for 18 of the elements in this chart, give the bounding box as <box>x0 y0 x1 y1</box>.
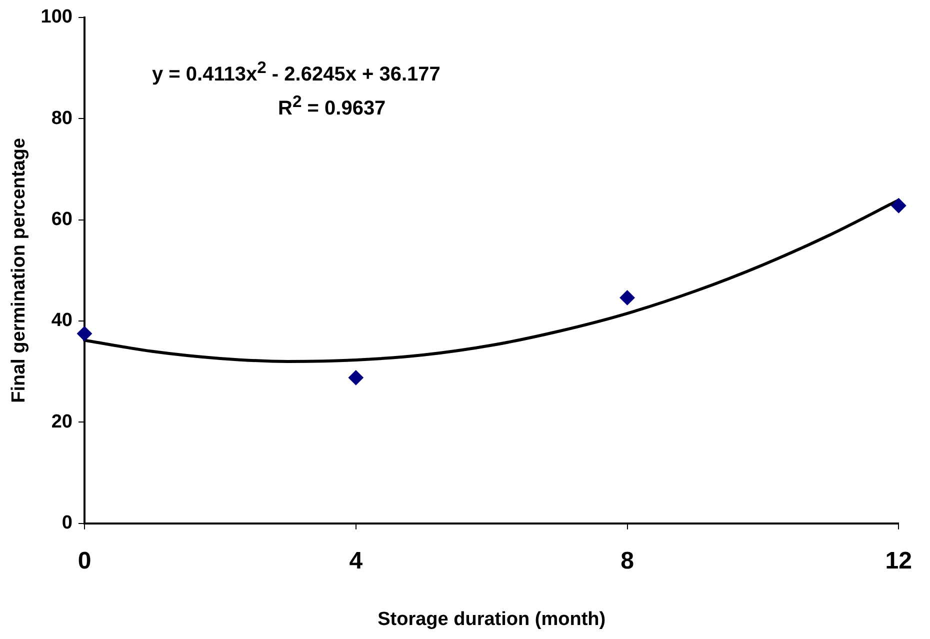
annotation: y = 0.4113x$^{2}$ - 2.6245x + 36.177 <box>152 58 440 87</box>
y-axis-title: Final germination percentage <box>8 138 30 403</box>
x-tick-label: 12 <box>885 547 912 574</box>
y-tick-label: 80 <box>51 108 72 129</box>
y-tick-label: 40 <box>51 310 72 332</box>
x-tick-label: 8 <box>620 547 634 574</box>
y-tick-label: 60 <box>51 209 72 230</box>
y-tick-label: 100 <box>40 6 72 28</box>
point <box>891 198 906 214</box>
x-tick-label: 0 <box>78 547 92 574</box>
y-tick-label: 20 <box>51 411 72 432</box>
x-axis-title: Storage duration (month) <box>378 608 606 630</box>
point <box>348 370 364 386</box>
point <box>77 326 92 342</box>
annotation: R$^{2}$ = 0.9637 <box>278 92 386 121</box>
point <box>620 290 635 306</box>
x-tick-label: 4 <box>349 547 364 574</box>
y-tick-label: 0 <box>62 512 72 534</box>
